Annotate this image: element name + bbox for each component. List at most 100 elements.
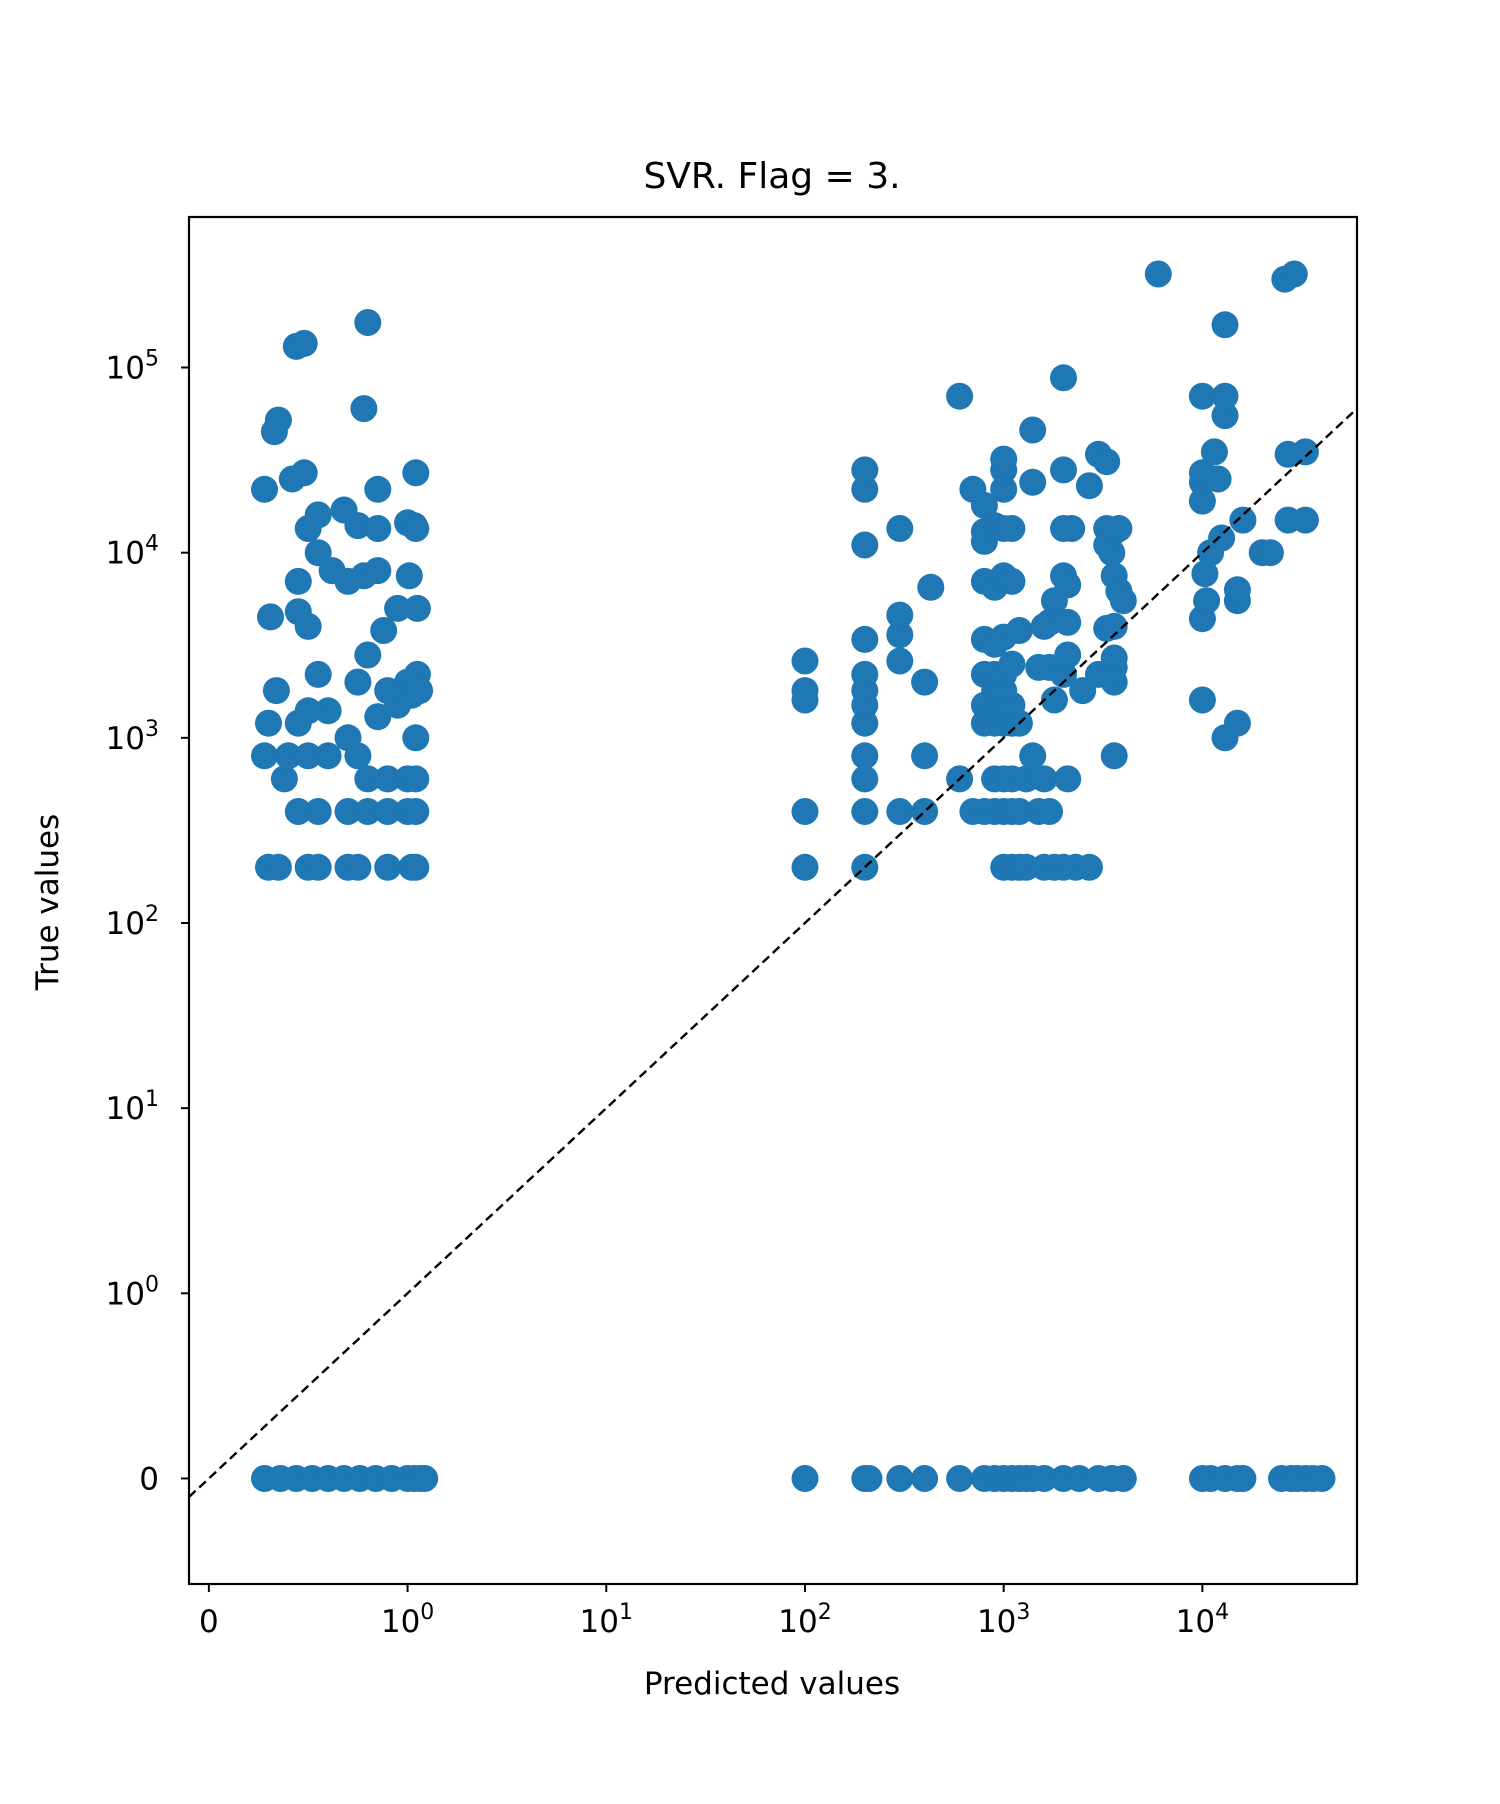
data-point-53 (304, 798, 332, 825)
data-point-198 (1005, 617, 1033, 644)
data-point-143 (851, 456, 879, 484)
data-point-42 (1308, 1465, 1336, 1492)
data-point-247 (1200, 438, 1228, 466)
data-point-260 (1256, 539, 1284, 567)
x-tick-label-1: 100 (381, 1600, 434, 1640)
data-point-224 (998, 515, 1026, 542)
data-point-52 (284, 798, 312, 825)
data-point-262 (1291, 506, 1319, 534)
data-point-56 (374, 798, 402, 825)
plot-frame (187, 215, 1359, 1586)
data-point-113 (264, 406, 292, 434)
data-point-60 (354, 765, 382, 793)
y-tick-label-5: 104 (106, 532, 159, 572)
data-point-44 (264, 853, 292, 881)
x-tick-label-3: 102 (778, 1600, 831, 1640)
data-point-121 (851, 798, 879, 825)
data-point-144 (946, 382, 974, 410)
data-point-71 (314, 697, 342, 725)
data-point-264 (1291, 438, 1319, 466)
data-point-130 (851, 660, 879, 688)
data-point-244 (1188, 487, 1216, 515)
data-point-241 (1193, 587, 1221, 615)
data-point-80 (354, 641, 382, 669)
data-point-141 (851, 531, 879, 559)
data-point-17 (911, 1465, 939, 1492)
data-point-110 (364, 475, 392, 503)
y-tick-label-0: 0 (139, 1461, 159, 1497)
data-point-134 (851, 625, 879, 653)
data-point-77 (294, 697, 322, 725)
data-point-102 (344, 512, 372, 540)
data-point-111 (402, 459, 430, 487)
data-point-249 (1208, 524, 1236, 552)
data-point-67 (314, 742, 342, 770)
data-point-109 (290, 459, 318, 487)
data-point-122 (886, 798, 914, 825)
data-point-138 (911, 668, 939, 696)
identity-reference-line (188, 407, 1358, 1498)
data-point-78 (304, 660, 332, 688)
data-point-203 (1100, 612, 1128, 640)
data-point-92 (284, 567, 312, 595)
data-point-118 (791, 853, 819, 881)
data-point-98 (395, 562, 423, 590)
x-tick-label-2: 101 (580, 1600, 633, 1640)
data-point-167 (1054, 765, 1082, 793)
data-point-232 (1019, 468, 1047, 496)
data-point-76 (262, 677, 290, 705)
data-point-258 (1229, 506, 1257, 534)
data-point-12 (411, 1465, 439, 1492)
data-point-226 (1058, 515, 1086, 542)
data-point-133 (791, 647, 819, 675)
data-point-191 (1025, 653, 1053, 681)
data-point-250 (1188, 382, 1216, 410)
data-point-228 (970, 491, 998, 519)
data-point-251 (1211, 402, 1239, 430)
data-point-136 (886, 621, 914, 649)
data-point-159 (1005, 798, 1033, 825)
data-point-267 (1280, 260, 1308, 288)
data-point-16 (886, 1465, 914, 1492)
data-point-72 (334, 724, 362, 752)
y-axis-ticks: 0 100 101 102 103 104 105 (106, 347, 189, 1497)
data-point-61 (374, 765, 402, 793)
data-point-135 (886, 647, 914, 675)
data-point-161 (1036, 798, 1063, 825)
data-point-63 (402, 765, 430, 793)
data-point-89 (370, 617, 398, 644)
data-point-236 (1093, 448, 1121, 476)
data-point-100 (304, 501, 332, 529)
data-point-103 (364, 515, 392, 542)
y-axis-label: True values (30, 814, 66, 992)
x-axis-ticks: 0 100 101 102 103 104 (199, 1584, 1229, 1640)
data-point-166 (1030, 765, 1058, 793)
data-point-186 (1040, 686, 1068, 714)
data-point-231 (990, 445, 1018, 473)
reference-line-group (188, 407, 1358, 1498)
data-point-255 (1223, 576, 1251, 604)
data-point-242 (1191, 560, 1219, 588)
data-point-233 (1050, 456, 1077, 484)
data-point-132 (791, 677, 819, 705)
data-point-117 (354, 309, 382, 336)
y-tick-label-2: 101 (106, 1087, 159, 1127)
data-point-248 (1204, 465, 1232, 493)
data-point-125 (851, 742, 879, 770)
data-point-65 (274, 742, 302, 770)
y-tick-label-3: 102 (106, 902, 159, 942)
data-point-69 (255, 709, 282, 737)
chart-title: SVR. Flag = 3. (643, 156, 900, 197)
data-point-85 (406, 677, 434, 705)
y-tick-label-4: 103 (106, 717, 159, 757)
data-point-216 (1109, 587, 1137, 615)
data-point-91 (403, 594, 431, 622)
data-point-97 (364, 557, 392, 585)
data-point-234 (1075, 472, 1103, 500)
data-point-106 (402, 515, 430, 542)
data-point-204 (1100, 644, 1128, 672)
data-point-46 (304, 853, 332, 881)
data-point-107 (251, 475, 278, 503)
